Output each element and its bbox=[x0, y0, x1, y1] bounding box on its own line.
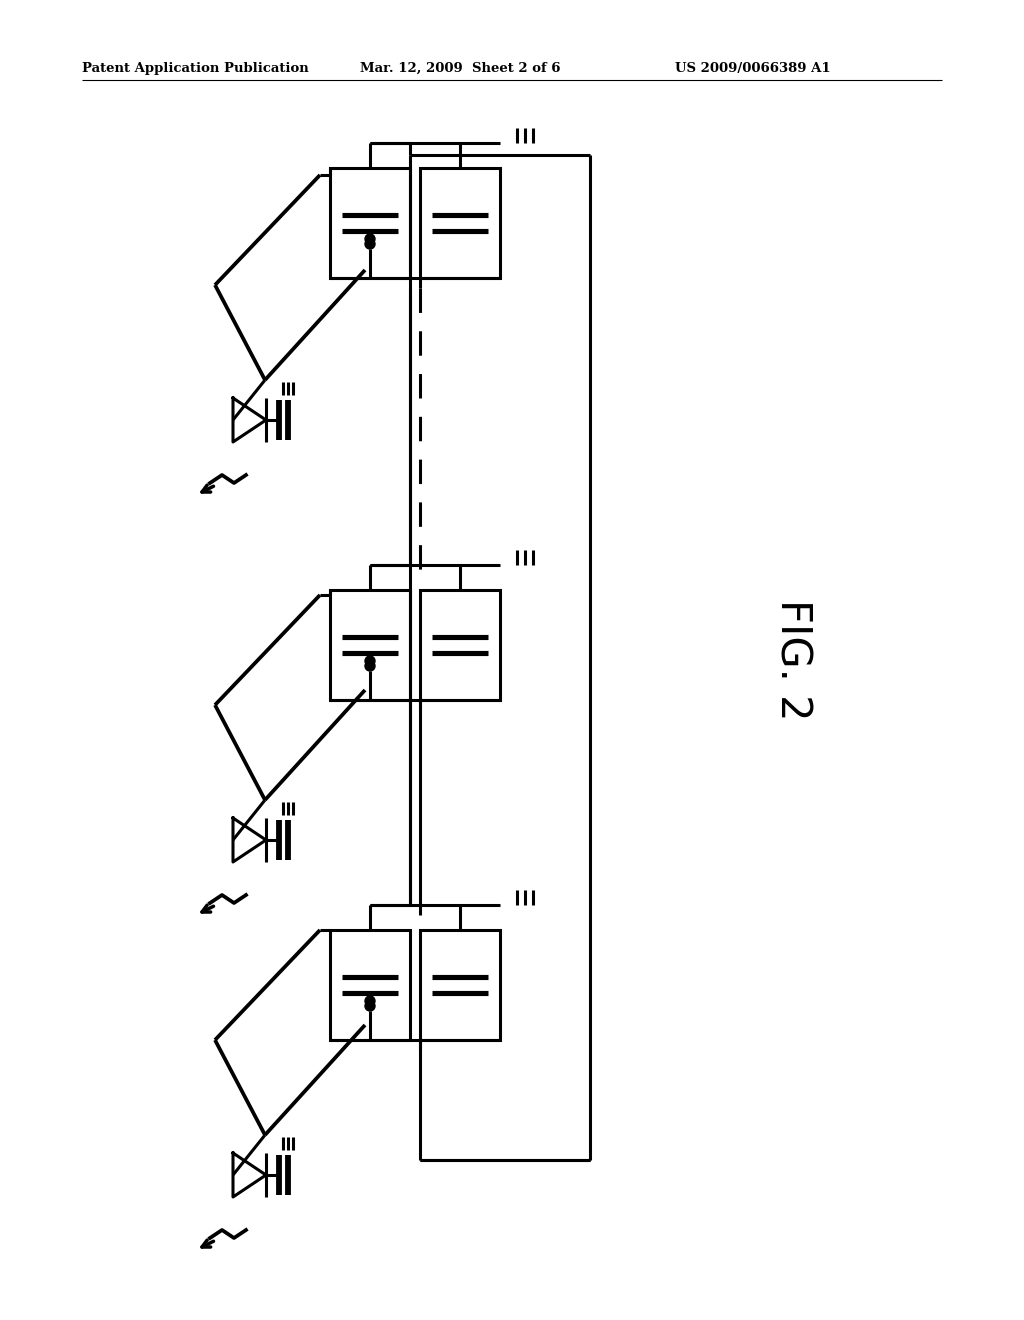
Circle shape bbox=[365, 239, 375, 249]
Circle shape bbox=[365, 656, 375, 667]
Bar bbox=[330, 590, 410, 700]
Circle shape bbox=[365, 1001, 375, 1011]
Bar bbox=[330, 168, 410, 279]
Text: US 2009/0066389 A1: US 2009/0066389 A1 bbox=[675, 62, 830, 75]
Bar bbox=[330, 931, 410, 1040]
Circle shape bbox=[365, 661, 375, 671]
Bar bbox=[420, 590, 500, 700]
Text: Mar. 12, 2009  Sheet 2 of 6: Mar. 12, 2009 Sheet 2 of 6 bbox=[360, 62, 560, 75]
Bar bbox=[420, 168, 500, 279]
Circle shape bbox=[365, 997, 375, 1006]
Bar bbox=[420, 931, 500, 1040]
Circle shape bbox=[365, 234, 375, 244]
Text: FIG. 2: FIG. 2 bbox=[772, 599, 814, 721]
Text: Patent Application Publication: Patent Application Publication bbox=[82, 62, 309, 75]
